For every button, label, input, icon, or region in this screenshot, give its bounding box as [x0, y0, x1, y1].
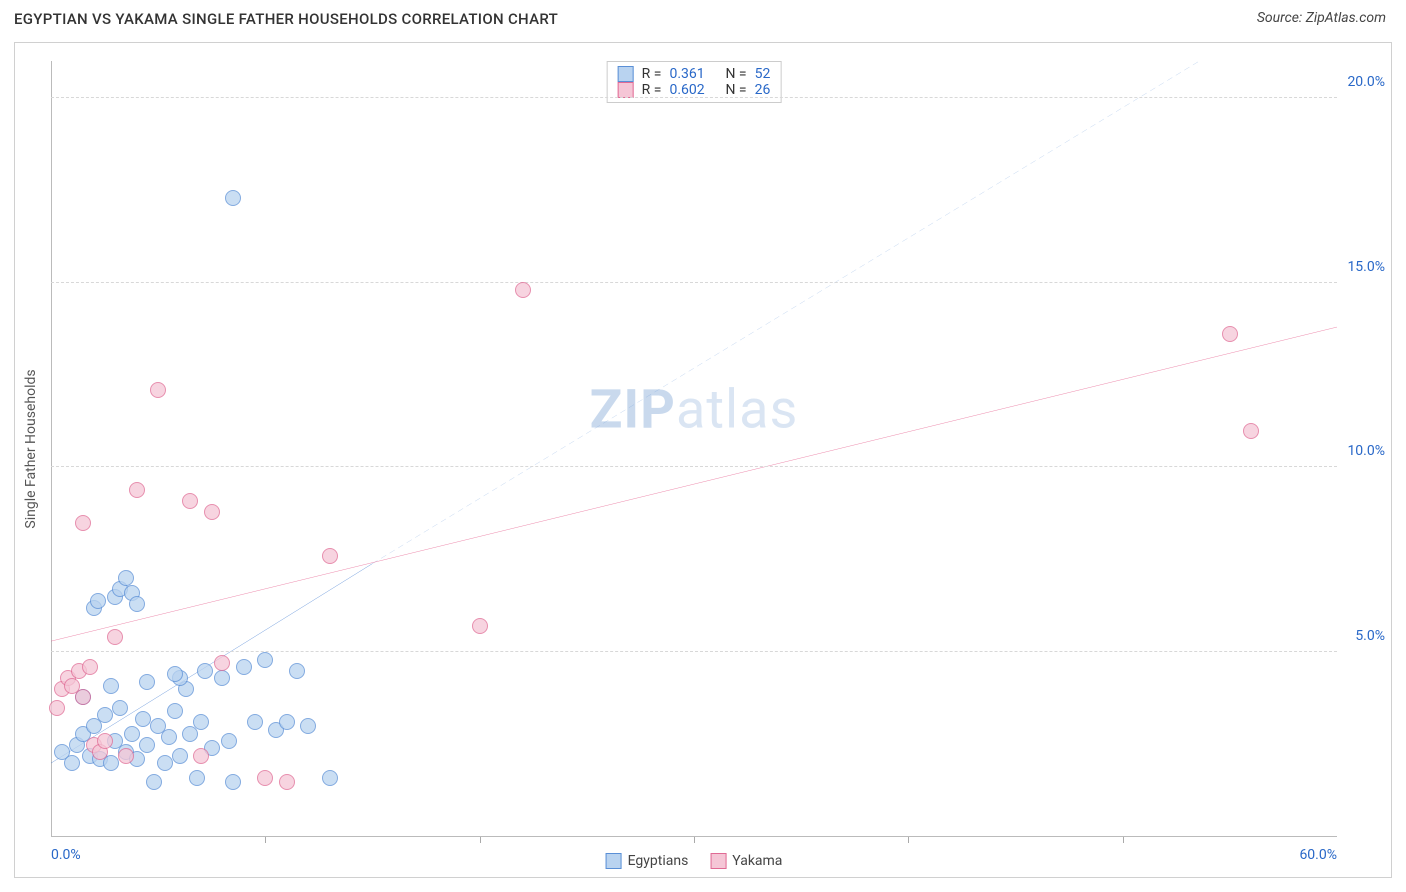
correlation-row: R = 0.602 N = 26 [618, 82, 771, 98]
data-point [257, 770, 273, 786]
y-tick-label: 5.0% [1341, 628, 1385, 644]
data-point [214, 655, 230, 671]
data-point [204, 504, 220, 520]
data-point [103, 678, 119, 694]
x-tick [480, 837, 481, 843]
data-point [1243, 423, 1259, 439]
watermark-zip: ZIP [590, 379, 676, 442]
data-point [322, 770, 338, 786]
legend-swatch [618, 66, 634, 82]
data-point [279, 714, 295, 730]
x-tick-label: 60.0% [1299, 847, 1337, 863]
legend-item: Yakama [710, 853, 782, 869]
x-tick [265, 837, 266, 843]
data-point [472, 618, 488, 634]
data-point [289, 663, 305, 679]
data-point [75, 515, 91, 531]
data-point [97, 707, 113, 723]
legend-label: Yakama [732, 853, 782, 869]
data-point [107, 629, 123, 645]
gridline [51, 466, 1337, 467]
data-point [124, 726, 140, 742]
data-point [129, 596, 145, 612]
data-point [189, 770, 205, 786]
n-label: N = [725, 66, 746, 82]
x-tick [1123, 837, 1124, 843]
legend-label: Egyptians [628, 853, 689, 869]
data-point [139, 737, 155, 753]
data-point [300, 718, 316, 734]
source-label: Source: ZipAtlas.com [1257, 10, 1386, 28]
data-point [214, 670, 230, 686]
n-label: N = [725, 82, 746, 98]
chart-title: EGYPTIAN VS YAKAMA SINGLE FATHER HOUSEHO… [14, 10, 558, 28]
data-point [129, 482, 145, 498]
data-point [182, 493, 198, 509]
data-point [139, 674, 155, 690]
gridline [51, 282, 1337, 283]
data-point [161, 729, 177, 745]
data-point [167, 666, 183, 682]
data-point [90, 593, 106, 609]
data-point [82, 659, 98, 675]
correlation-row: R = 0.361 N = 52 [618, 66, 771, 82]
data-point [167, 703, 183, 719]
trendline-dashed [373, 61, 1230, 564]
data-point [150, 382, 166, 398]
data-point [322, 548, 338, 564]
data-point [1222, 326, 1238, 342]
legend-swatch [618, 82, 634, 98]
r-label: R = [642, 82, 662, 98]
y-axis-line [51, 61, 52, 837]
data-point [257, 652, 273, 668]
data-point [64, 755, 80, 771]
data-point [247, 714, 263, 730]
data-point [49, 700, 65, 716]
y-axis-label: Single Father Households [23, 369, 39, 528]
data-point [197, 663, 213, 679]
r-value: 0.361 [669, 66, 717, 82]
data-point [236, 659, 252, 675]
data-point [193, 714, 209, 730]
n-value: 52 [755, 66, 771, 82]
data-point [279, 774, 295, 790]
data-point [118, 748, 134, 764]
r-value: 0.602 [669, 82, 717, 98]
data-point [172, 748, 188, 764]
series-legend: Egyptians Yakama [606, 853, 783, 869]
y-tick-label: 20.0% [1341, 74, 1385, 90]
y-tick-label: 15.0% [1341, 259, 1385, 275]
data-point [515, 282, 531, 298]
legend-swatch [710, 853, 726, 869]
gridline [51, 97, 1337, 98]
x-tick [908, 837, 909, 843]
plot-area: Single Father Households ZIPatlas R =0.3… [51, 61, 1337, 837]
y-tick-label: 10.0% [1341, 443, 1385, 459]
legend-swatch [606, 853, 622, 869]
data-point [135, 711, 151, 727]
data-point [146, 774, 162, 790]
data-point [75, 689, 91, 705]
x-tick-label: 0.0% [51, 847, 81, 863]
gridline [51, 651, 1337, 652]
r-label: R = [642, 66, 662, 82]
data-point [112, 700, 128, 716]
data-point [193, 748, 209, 764]
watermark: ZIPatlas [590, 379, 799, 442]
chart-container: Single Father Households ZIPatlas R = 0.3… [14, 42, 1392, 878]
data-point [225, 190, 241, 206]
trendlines-svg [51, 61, 1337, 837]
trendline-solid [51, 327, 1337, 641]
data-point [225, 774, 241, 790]
data-point [97, 733, 113, 749]
x-tick [694, 837, 695, 843]
n-value: 26 [755, 82, 771, 98]
watermark-atlas: atlas [676, 379, 798, 442]
data-point [221, 733, 237, 749]
legend-item: Egyptians [606, 853, 689, 869]
data-point [118, 570, 134, 586]
data-point [157, 755, 173, 771]
